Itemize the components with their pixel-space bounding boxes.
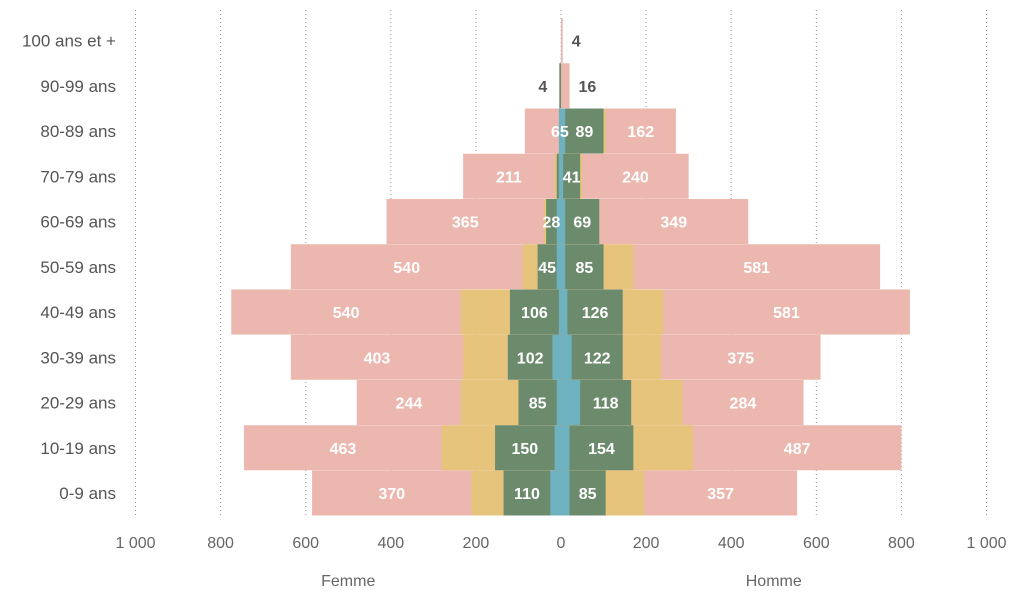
data-label-layer3-femme-9: 150: [511, 441, 538, 458]
data-label-layer3-femme-7: 102: [517, 350, 544, 367]
data-label-layer1-femme-5: 540: [393, 260, 420, 277]
bar-layer4-homme-7: [561, 334, 572, 380]
side-label-homme: Homme: [746, 573, 802, 590]
bar-layer4-femme-9: [554, 425, 561, 471]
data-label-layer1-femme-3: 211: [496, 169, 522, 186]
bar-layer3-homme-9: [561, 425, 634, 471]
data-label-layer3-homme-9: 154: [588, 441, 615, 458]
bar-layer3-homme-4: [561, 199, 600, 244]
category-label-0: 100 ans et +: [22, 32, 116, 51]
bar-layer4-femme-7: [552, 334, 561, 380]
data-label-layer1-homme-3: 240: [622, 169, 649, 186]
x-tick-label-3: 400: [377, 535, 404, 552]
data-label-layer3-femme-8: 85: [529, 396, 547, 413]
data-label-layer1-homme-4: 349: [660, 215, 687, 232]
bar-layer4-homme-4: [561, 199, 566, 244]
category-label-6: 40-49 ans: [40, 303, 116, 322]
data-label-layer1-femme-6: 540: [333, 305, 360, 322]
data-label-layer1-homme-10: 357: [707, 486, 734, 503]
data-label-layer3-homme-4: 69: [573, 215, 591, 232]
data-label-layer1-femme-9: 463: [330, 441, 357, 458]
bar-layer1-homme-0: [561, 18, 563, 63]
bar-layer3-femme-1: [559, 63, 561, 109]
data-label-layer3-homme-2: 89: [576, 124, 594, 141]
category-label-1: 90-99 ans: [40, 77, 116, 96]
bar-layer4-homme-6: [561, 289, 568, 335]
data-label-layer1-homme-8: 284: [730, 396, 757, 413]
bar-layer3-homme-3: [561, 153, 581, 199]
bar-layer4-femme-10: [550, 470, 561, 516]
data-label-layer1-femme-4: 365: [452, 215, 479, 232]
x-tick-label-6: 200: [633, 535, 660, 552]
x-tick-label-2: 600: [292, 535, 319, 552]
data-label-layer1-femme-10: 370: [379, 486, 406, 503]
x-tick-label-9: 800: [888, 535, 915, 552]
bar-layer4-homme-8: [561, 380, 581, 425]
bar-layer4-femme-4: [556, 199, 561, 244]
bar-layer1-homme-1: [561, 63, 570, 109]
bar-layer3-femme-5: [537, 244, 561, 290]
outside-label-homme-0: 4: [572, 34, 581, 51]
bar-layer4-homme-10: [561, 470, 570, 516]
bar-layer3-femme-7: [507, 334, 561, 380]
data-label-layer3-femme-4: 28: [543, 215, 561, 232]
data-label-layer3-homme-10: 85: [579, 486, 597, 503]
x-tick-label-7: 400: [718, 535, 745, 552]
bar-layer1-femme-3: [463, 153, 561, 199]
data-label-layer1-femme-7: 403: [364, 350, 391, 367]
data-label-layer3-homme-6: 126: [582, 305, 609, 322]
bar-layer1-femme-2: [524, 108, 561, 154]
bar-layer1-femme-4: [386, 199, 561, 244]
x-tick-label-0: 1 000: [115, 535, 155, 552]
data-label-layer1-homme-6: 581: [773, 305, 800, 322]
x-tick-label-8: 600: [803, 535, 830, 552]
data-label-layer1-homme-5: 581: [743, 260, 770, 277]
x-tick-label-5: 0: [557, 535, 566, 552]
bar-layer4-homme-5: [561, 244, 566, 290]
category-label-2: 80-89 ans: [40, 122, 116, 141]
bar-layer4-femme-5: [556, 244, 561, 290]
bar-layer4-femme-2: [558, 108, 561, 154]
bar-layer1-femme-5: [290, 244, 561, 290]
category-label-4: 60-69 ans: [40, 213, 116, 232]
data-label-layer3-femme-6: 106: [521, 305, 548, 322]
bar-layer3-homme-5: [561, 244, 604, 290]
bar-layer4-femme-8: [556, 380, 561, 425]
category-label-3: 70-79 ans: [40, 167, 116, 186]
data-label-layer1-homme-7: 375: [727, 350, 754, 367]
outside-label-homme-1: 16: [579, 79, 597, 96]
data-label-layer1-femme-8: 244: [396, 396, 423, 413]
category-label-5: 50-59 ans: [40, 258, 116, 277]
category-label-9: 10-19 ans: [40, 439, 116, 458]
bar-layer3-homme-6: [561, 289, 623, 335]
bar-layer3-homme-2: [561, 108, 604, 154]
bar-layer3-femme-8: [518, 380, 561, 425]
data-label-layer1-homme-2: 162: [627, 124, 654, 141]
bar-layer3-femme-6: [509, 289, 561, 335]
bar-layer3-femme-9: [495, 425, 561, 471]
category-label-7: 30-39 ans: [40, 348, 116, 367]
x-tick-label-1: 800: [207, 535, 234, 552]
bar-layer4-femme-3: [558, 153, 561, 199]
data-label-layer1-homme-9: 487: [784, 441, 811, 458]
data-label-layer3-homme-3: 41: [563, 169, 581, 186]
data-label-layer3-homme-5: 85: [576, 260, 594, 277]
category-label-8: 20-29 ans: [40, 394, 116, 413]
category-label-10: 0-9 ans: [59, 484, 116, 503]
side-label-femme: Femme: [321, 573, 375, 590]
bar-layer4-homme-9: [561, 425, 570, 471]
data-label-layer3-homme-7: 122: [584, 350, 611, 367]
data-label-layer3-femme-10: 110: [514, 486, 540, 503]
data-label-layer3-femme-2: 65: [551, 124, 569, 141]
bar-layer4-femme-6: [558, 289, 561, 335]
bar-layer4-homme-2: [561, 108, 566, 154]
bar-layer4-homme-3: [561, 153, 564, 199]
data-label-layer3-homme-8: 118: [593, 396, 619, 413]
x-tick-label-4: 200: [463, 535, 490, 552]
outside-label-femme-1: 4: [538, 79, 547, 96]
data-label-layer3-femme-5: 45: [538, 260, 556, 277]
x-tick-label-10: 1 000: [966, 535, 1006, 552]
